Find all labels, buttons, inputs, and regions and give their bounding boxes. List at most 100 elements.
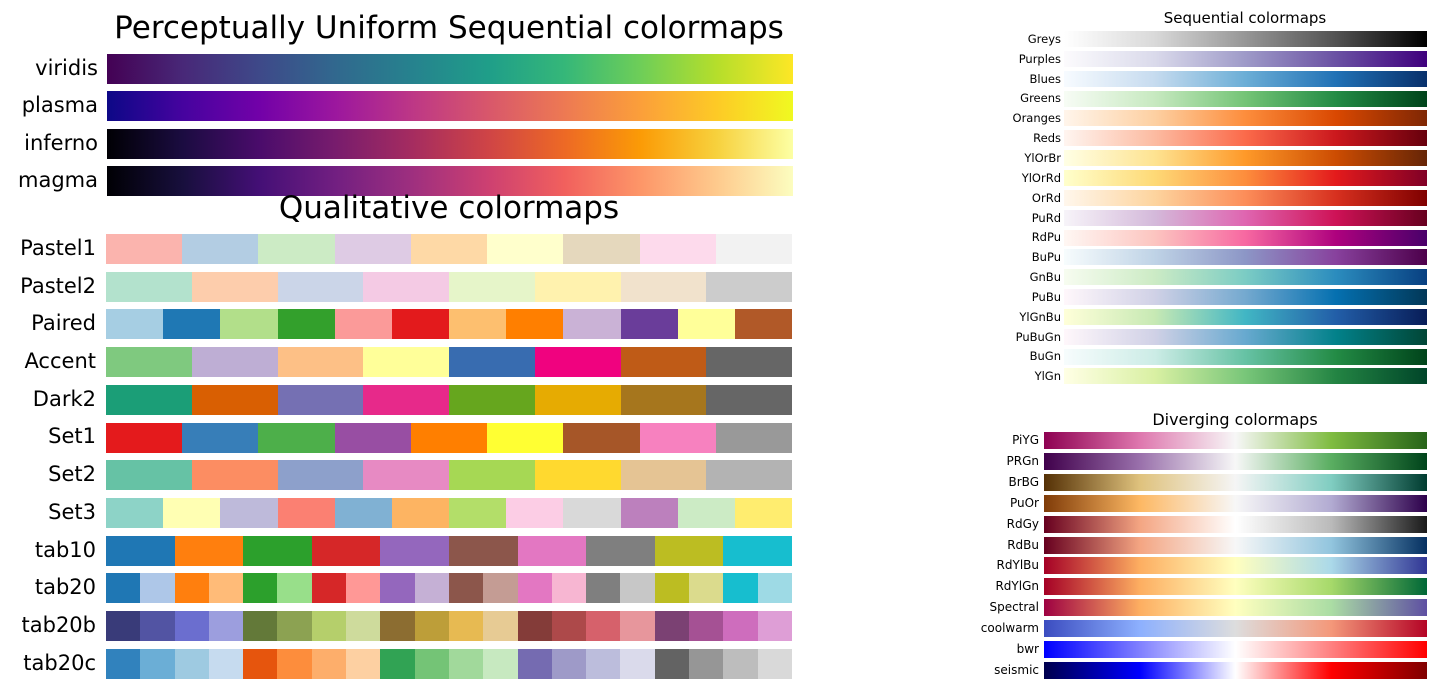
colormap-bar-inferno [107,128,793,159]
diverging-title: Diverging colormaps [1152,410,1318,429]
color-swatch [334,497,392,528]
colormap-label-set2: Set2 [48,462,96,487]
colormap-label-paired: Paired [31,311,96,336]
color-swatch [106,497,164,528]
color-swatch [506,309,564,340]
colormap-label-set1: Set1 [48,424,96,449]
colormap-bar-bwr [1044,641,1427,658]
color-swatch [706,347,792,378]
colormap-bar-set1 [106,422,792,453]
colormap-bar-greys [1064,31,1427,47]
colormap-label-puor: PuOr [1009,495,1039,510]
color-swatch [706,384,792,415]
color-swatch [391,497,450,528]
colormap-label-ylgnbu: YlGnBu [1019,309,1061,324]
colormap-bar-magma [107,165,793,196]
color-swatch [517,535,587,566]
color-swatch [654,611,690,641]
color-swatch [277,460,364,491]
colormap-bar-dark2 [106,384,792,415]
colormap-bar-tab20b [106,611,792,641]
color-swatch [174,535,244,566]
color-swatch [715,234,792,264]
perceptual-title: Perceptually Uniform Sequential colormap… [114,10,784,46]
color-swatch [334,309,392,340]
color-swatch [311,611,347,641]
colormap-label-tab10: tab10 [34,537,96,562]
colormap-label-orrd: OrRd [1031,190,1061,205]
colormap-label-bwr: bwr [1016,642,1039,657]
colormap-bar-ylorrd [1064,169,1427,186]
color-swatch [620,611,655,641]
color-swatch [243,573,278,604]
colormap-label-tab20c: tab20c [23,650,96,675]
colormap-bar-pubu [1064,289,1427,306]
colormap-label-ylgn: YlGn [1034,369,1061,384]
color-swatch [106,384,192,415]
color-swatch [414,648,449,679]
colormap-label-purd: PuRd [1031,210,1061,225]
color-swatch [243,535,312,566]
colormap-label-inferno: inferno [24,130,98,155]
colormap-bar-tab20c [106,648,792,679]
color-swatch [483,573,518,604]
color-swatch [191,271,278,302]
colormap-bar-ylgnbu [1064,308,1427,325]
color-swatch [449,384,535,415]
color-swatch [449,460,535,491]
color-swatch [620,497,678,528]
color-swatch [106,648,141,679]
colormap-bar-seismic [1044,661,1427,679]
color-swatch [448,535,518,566]
colormap-label-purples: Purples [1018,51,1061,66]
color-swatch [311,573,347,604]
color-swatch [620,384,707,415]
color-swatch [277,573,312,604]
color-swatch [734,309,792,340]
color-swatch [620,573,655,604]
color-swatch [563,422,640,453]
color-swatch [689,611,724,641]
color-swatch [258,234,335,264]
colormap-bar-rdylgn [1044,578,1427,596]
color-swatch [563,309,621,340]
color-swatch [380,648,415,679]
color-swatch [191,460,278,491]
colormap-label-viridis: viridis [35,55,98,80]
color-swatch [677,309,735,340]
colormap-bar-tab20 [106,573,792,604]
color-swatch [140,573,175,604]
color-swatch [706,460,792,491]
color-swatch [106,347,192,378]
color-swatch [689,573,724,604]
colormap-bar-bupu [1064,249,1427,266]
color-swatch [363,271,449,302]
color-swatch [140,648,175,679]
color-swatch [277,611,312,641]
colormap-bar-rdylbu [1044,557,1427,575]
color-swatch [483,611,518,641]
colormap-bar-set3 [106,497,792,528]
color-swatch [363,347,449,378]
color-swatch [757,611,792,641]
colormap-bar-purd [1064,209,1427,226]
color-swatch [723,535,792,566]
color-swatch [208,611,244,641]
color-swatch [311,535,381,566]
color-swatch [277,309,335,340]
color-swatch [620,271,707,302]
colormap-bar-gnbu [1064,269,1427,286]
colormap-bar-coolwarm [1044,620,1427,638]
color-swatch [106,535,175,566]
color-swatch [620,347,707,378]
colormap-label-ylorrd: YlOrRd [1021,170,1061,185]
colormap-bar-paired [106,309,792,340]
color-swatch [106,573,141,604]
color-swatch [277,271,364,302]
colormap-label-brbg: BrBG [1008,474,1040,489]
colormap-label-reds: Reds [1033,131,1061,146]
colormap-label-pubugn: PuBuGn [1015,329,1061,344]
color-swatch [517,648,552,679]
color-swatch [414,611,449,641]
color-swatch [448,611,484,641]
